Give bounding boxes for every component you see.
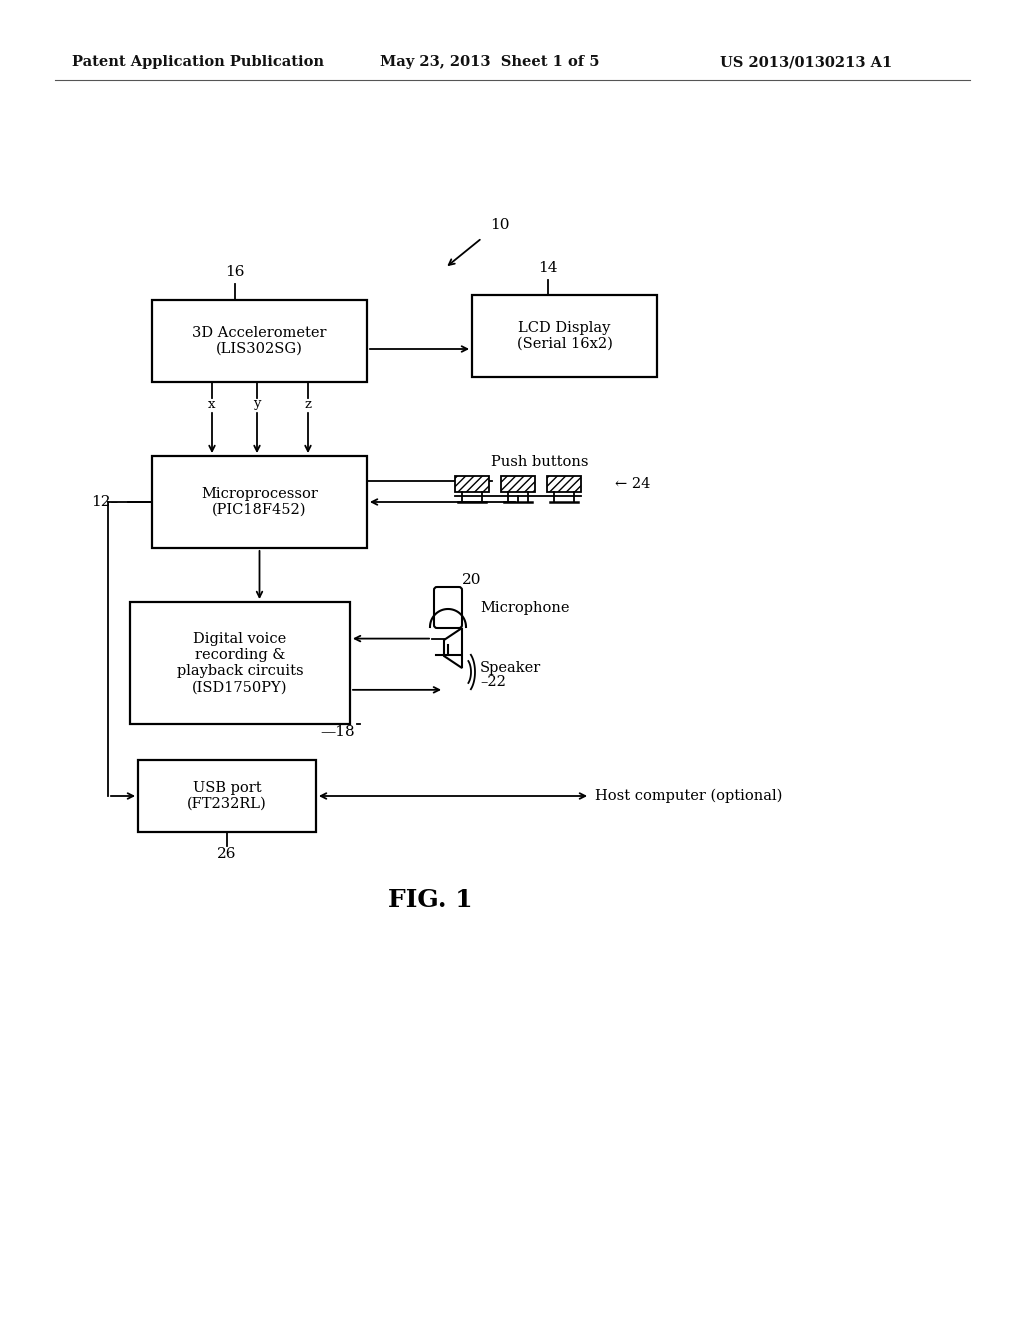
Bar bbox=[472, 294, 657, 378]
Bar bbox=[138, 760, 316, 832]
Text: ← 24: ← 24 bbox=[615, 477, 650, 491]
Text: FIG. 1: FIG. 1 bbox=[388, 888, 472, 912]
Bar bbox=[152, 300, 367, 381]
Text: USB port
(FT232RL): USB port (FT232RL) bbox=[187, 781, 267, 810]
Bar bbox=[152, 455, 367, 548]
Text: y: y bbox=[253, 397, 261, 411]
Polygon shape bbox=[444, 628, 462, 668]
Bar bbox=[547, 477, 581, 492]
Text: Digital voice
recording &
playback circuits
(ISD1750PY): Digital voice recording & playback circu… bbox=[177, 632, 303, 694]
Text: x: x bbox=[208, 397, 216, 411]
Bar bbox=[501, 477, 535, 492]
Text: Patent Application Publication: Patent Application Publication bbox=[72, 55, 324, 69]
Text: 12–: 12– bbox=[91, 495, 118, 510]
Text: Host computer (optional): Host computer (optional) bbox=[595, 789, 782, 803]
Text: 20: 20 bbox=[462, 573, 481, 587]
FancyBboxPatch shape bbox=[434, 587, 462, 628]
Text: Speaker: Speaker bbox=[480, 661, 542, 675]
Text: US 2013/0130213 A1: US 2013/0130213 A1 bbox=[720, 55, 892, 69]
Text: —18: —18 bbox=[321, 725, 355, 739]
Text: Microprocessor
(PIC18F452): Microprocessor (PIC18F452) bbox=[201, 487, 317, 517]
Text: LCD Display
(Serial 16x2): LCD Display (Serial 16x2) bbox=[516, 321, 612, 351]
Text: 16: 16 bbox=[225, 265, 245, 279]
Text: Push buttons: Push buttons bbox=[492, 455, 589, 469]
Text: 26: 26 bbox=[217, 847, 237, 861]
Text: May 23, 2013  Sheet 1 of 5: May 23, 2013 Sheet 1 of 5 bbox=[380, 55, 599, 69]
Bar bbox=[455, 477, 489, 492]
Bar bbox=[130, 602, 350, 723]
Text: z: z bbox=[304, 397, 311, 411]
Text: 3D Accelerometer
(LIS302SG): 3D Accelerometer (LIS302SG) bbox=[193, 326, 327, 356]
Text: –22: –22 bbox=[480, 675, 506, 689]
Text: Microphone: Microphone bbox=[480, 601, 569, 615]
Text: 14: 14 bbox=[539, 261, 558, 275]
Text: 10: 10 bbox=[490, 218, 510, 232]
